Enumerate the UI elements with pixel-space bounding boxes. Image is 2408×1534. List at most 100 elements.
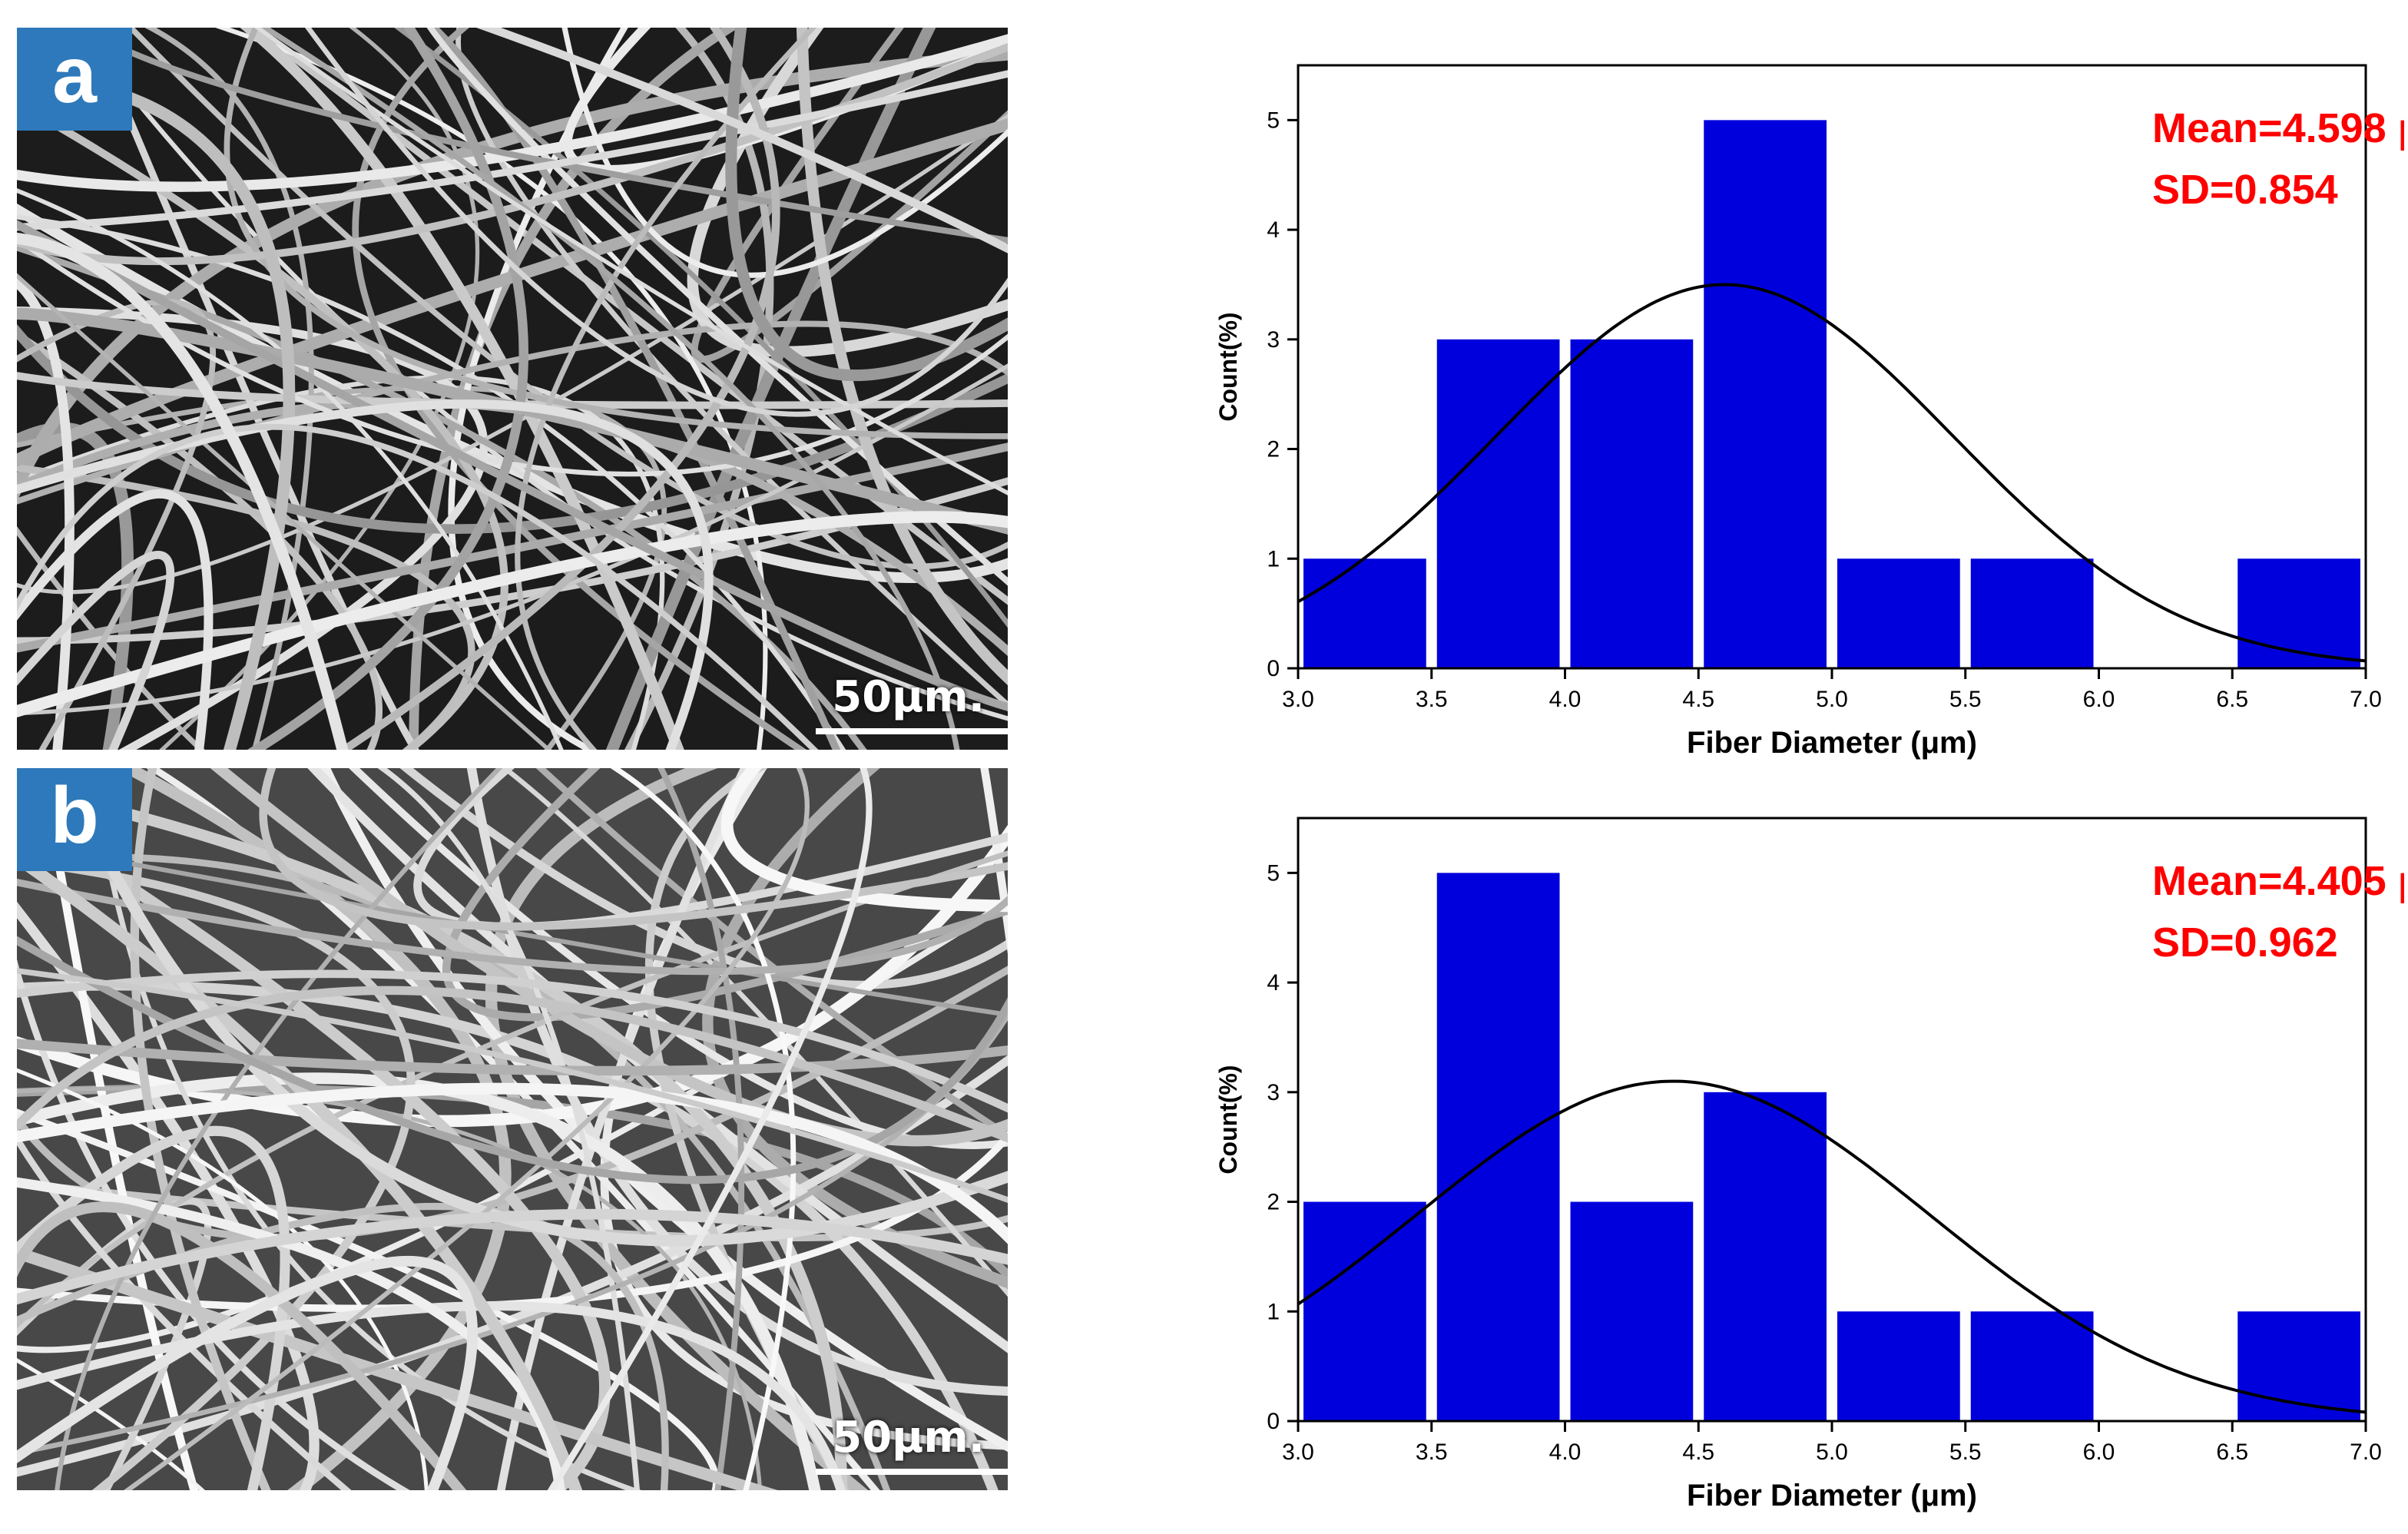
fiber	[428, 28, 841, 750]
x-tick-label: 4.0	[1549, 1440, 1582, 1465]
fiber	[515, 28, 817, 750]
scale-bar-b	[816, 1469, 1008, 1475]
histogram-bar	[2237, 558, 2360, 668]
fiber	[17, 969, 1008, 1113]
fiber-mesh-b	[17, 768, 1008, 1490]
fibers	[17, 28, 1008, 750]
normal-fit-curve	[1297, 283, 2367, 663]
mean-annotation: Mean=4.405 μm	[2152, 858, 2404, 904]
histogram-bar	[1970, 1311, 2094, 1421]
fiber	[561, 28, 1008, 278]
x-tick-label: 6.5	[2216, 1440, 2248, 1465]
fiber	[17, 878, 1008, 976]
normal-fit-curve	[1297, 1079, 2367, 1414]
fiber	[17, 1125, 290, 1490]
fiber	[58, 768, 1008, 1247]
x-tick-label: 3.5	[1416, 1440, 1448, 1465]
histogram-a-svg: 3.0 3.5 4.0 4.5 5.0 5.5 6.0 6.5 7.0 0 1 2 3 4 5 Fiber D…	[1214, 64, 2408, 760]
fiber	[475, 28, 1008, 253]
y-tick-label: 3	[1267, 1080, 1280, 1105]
fiber	[17, 1131, 352, 1490]
fiber	[240, 28, 684, 750]
histogram-bar	[1570, 1201, 1694, 1421]
y-axis-label: Count(%)	[1214, 1065, 1242, 1174]
y-axis-label: Count(%)	[1214, 312, 1242, 421]
x-tick-label: 7.0	[2350, 1440, 2382, 1465]
fiber	[17, 968, 1008, 1203]
fiber	[352, 28, 807, 750]
fiber	[720, 768, 1008, 913]
fiber	[17, 824, 1008, 1128]
histogram-b: 3.0 3.5 4.0 4.5 5.0 5.5 6.0 6.5 7.0 0 1 2 3 4 5 Fiber D…	[1137, 776, 2408, 1513]
y-tick-label: 1	[1267, 1299, 1280, 1324]
fiber	[17, 273, 552, 750]
fiber	[75, 28, 1008, 721]
y-tick-label: 1	[1267, 546, 1280, 572]
fiber	[17, 1108, 720, 1490]
fiber	[224, 28, 1008, 439]
fiber	[377, 768, 640, 1490]
fiber	[38, 768, 199, 1490]
fiber	[17, 276, 75, 750]
fiber	[17, 986, 1008, 1143]
fiber	[610, 768, 797, 1490]
panel-label-a: a	[17, 28, 132, 131]
fiber	[130, 768, 271, 1490]
fiber	[17, 959, 410, 1490]
fiber	[17, 1177, 565, 1490]
fiber	[17, 807, 611, 1490]
fiber	[17, 936, 1008, 1184]
histogram-b-svg: 3.0 3.5 4.0 4.5 5.0 5.5 6.0 6.5 7.0 0 1 2 3 4 5 Fiber D…	[1214, 817, 2408, 1512]
fiber	[17, 1131, 1008, 1313]
histogram-bar	[1436, 873, 1560, 1421]
panel-label-b: b	[17, 768, 132, 871]
histogram-bar	[1704, 1092, 1827, 1421]
fiber	[210, 768, 1008, 1147]
scale-bar-label-b: 50μm.	[832, 1413, 985, 1463]
histogram-bar	[1970, 558, 2094, 668]
x-axis-label: Fiber Diameter (μm)	[1687, 1479, 1977, 1512]
x-tick-label: 3.5	[1416, 687, 1448, 712]
x-tick-label: 5.5	[1949, 1440, 1982, 1465]
fiber	[17, 220, 1008, 711]
fiber	[17, 1201, 467, 1490]
x-tick-label: 5.0	[1816, 1440, 1848, 1465]
x-tick-label: 6.5	[2216, 687, 2248, 712]
mean-annotation: Mean=4.598 μm	[2152, 105, 2404, 151]
y-tick-label: 4	[1267, 970, 1280, 996]
fiber	[448, 28, 628, 750]
fibers	[17, 768, 1008, 1490]
fiber	[17, 511, 1008, 718]
fiber-mesh-a	[17, 28, 1008, 750]
fiber	[253, 28, 1008, 495]
sem-image-b: b 50μm.	[17, 768, 1008, 1490]
fiber	[304, 28, 1008, 417]
y-tick-label: 4	[1267, 217, 1280, 243]
histogram-bar	[1303, 1201, 1426, 1421]
x-tick-label: 4.5	[1682, 687, 1714, 712]
y-tick-label: 3	[1267, 327, 1280, 353]
fiber	[442, 768, 1008, 1022]
fiber	[17, 70, 1008, 231]
x-tick-label: 4.0	[1549, 687, 1582, 712]
fiber	[17, 1010, 1008, 1456]
fiber	[657, 768, 745, 1490]
x-tick-label: 3.0	[1282, 687, 1314, 712]
fiber	[123, 768, 810, 1490]
fiber	[17, 307, 1008, 535]
sd-annotation: SD=0.854	[2152, 167, 2338, 213]
histogram-a: 3.0 3.5 4.0 4.5 5.0 5.5 6.0 6.5 7.0 0 1 2 3 4 5 Fiber D…	[1137, 23, 2408, 760]
y-tick-label: 5	[1267, 108, 1280, 133]
histogram-bar	[1570, 339, 1694, 668]
fiber	[17, 330, 383, 750]
scale-bar-a	[816, 728, 1008, 734]
x-tick-label: 6.0	[2083, 1440, 2115, 1465]
fiber	[17, 1072, 821, 1490]
fiber	[455, 28, 1008, 709]
histogram-bar	[1704, 120, 1827, 668]
fiber	[17, 1255, 478, 1490]
fiber	[17, 233, 349, 750]
fiber	[17, 1208, 1008, 1305]
fiber	[78, 28, 1008, 244]
fiber	[17, 551, 175, 750]
